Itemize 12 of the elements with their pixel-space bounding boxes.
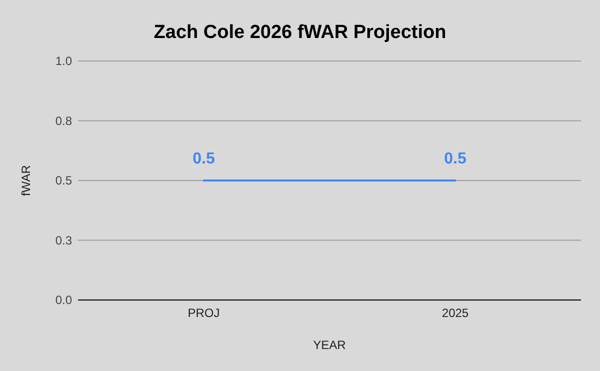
chart-title: Zach Cole 2026 fWAR Projection: [154, 22, 446, 43]
y-axis-title: fWAR: [19, 164, 33, 196]
x-axis-title: YEAR: [313, 338, 346, 352]
x-tick-label: PROJ: [188, 306, 220, 320]
x-tick-label: 2025: [442, 306, 469, 320]
y-tick-label: 0.8: [55, 114, 72, 128]
data-label: 0.5: [192, 150, 215, 168]
data-label: 0.5: [444, 150, 466, 168]
y-tick-label: 0.0: [55, 293, 72, 307]
y-tick-label: 1.0: [55, 54, 72, 68]
y-tick-label: 0.5: [55, 174, 72, 188]
y-tick-label: 0.3: [55, 233, 72, 248]
